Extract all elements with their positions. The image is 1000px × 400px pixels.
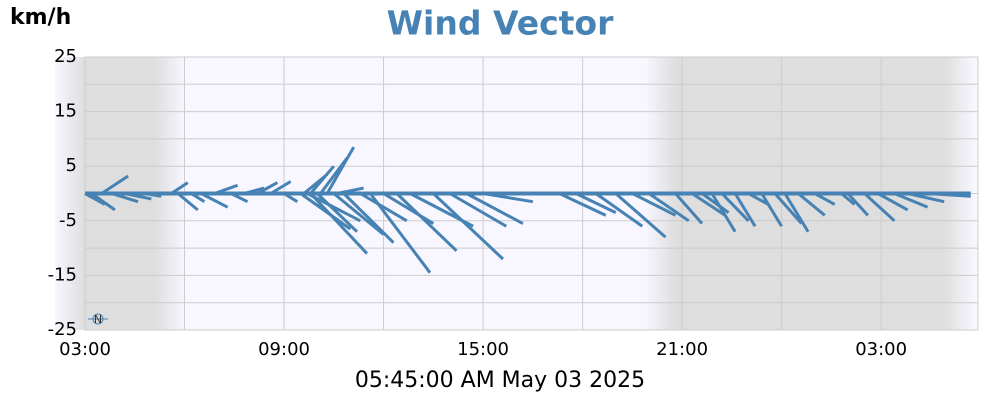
compass-label: N: [94, 313, 102, 326]
wind-vector: [90, 192, 116, 212]
wind-vector: [84, 192, 106, 206]
wind-vector: [733, 192, 757, 228]
wind-vector: [907, 192, 945, 204]
wind-vector: [465, 192, 524, 225]
wind-vector: [710, 192, 737, 233]
night-fade: [55, 57, 85, 330]
x-tick-label: 15:00: [457, 339, 509, 360]
wind-vector: [336, 186, 364, 195]
wind-vector: [316, 192, 359, 233]
wind-vector: [100, 174, 129, 195]
wind-vector: [631, 192, 677, 217]
y-tick-label: -5: [59, 210, 77, 231]
wind-vector: [614, 192, 667, 239]
wind-vector: [243, 186, 265, 195]
wind-vector: [760, 192, 783, 228]
wind-vector: [797, 192, 826, 217]
wind-vector: [190, 192, 206, 203]
wind-vector: [747, 192, 770, 206]
wind-vector: [783, 192, 810, 233]
x-tick-label: 03:00: [855, 339, 907, 360]
wind-vector: [674, 192, 704, 225]
y-tick-label: 25: [54, 46, 77, 67]
wind-vector: [309, 165, 335, 195]
wind-vector: [269, 180, 292, 195]
wind-vector: [594, 192, 644, 228]
x-tick-label: 03:00: [59, 339, 111, 360]
wind-vector: [359, 192, 408, 223]
y-tick-label: -15: [48, 264, 77, 285]
wind-vector: [701, 192, 730, 214]
wind-vector: [213, 183, 239, 195]
wind-vector: [395, 192, 458, 252]
wind-vector: [283, 192, 299, 203]
wind-vector: [144, 192, 162, 198]
wind-vector: [927, 192, 971, 198]
wind-vector: [863, 192, 896, 222]
wind-vector: [691, 192, 727, 217]
wind-vector: [773, 192, 803, 225]
wind-vector: [648, 192, 690, 223]
wind-vector: [309, 192, 369, 255]
wind-vector: [369, 192, 432, 274]
y-tick-label: 15: [54, 101, 77, 122]
wind-vector: [840, 192, 856, 206]
wind-vector: [893, 192, 929, 209]
wind-vector: [342, 192, 395, 244]
wind-vector: [124, 192, 152, 201]
wind-vector: [325, 146, 355, 195]
compass: N: [88, 313, 108, 326]
wind-vector: [720, 192, 750, 222]
wind-vector: [200, 192, 229, 209]
y-tick-label: -25: [48, 319, 77, 340]
wind-vector: [482, 192, 534, 204]
x-tick-label: 09:00: [258, 339, 310, 360]
wind-vector: [432, 192, 504, 261]
wind-vector: [846, 192, 869, 217]
wind-vector: [230, 192, 249, 204]
wind-vector: [558, 192, 607, 217]
wind-vector: [877, 192, 909, 212]
chart-title: Wind Vector: [387, 4, 614, 43]
x-tick-label: 21:00: [656, 339, 708, 360]
wind-vector: [111, 192, 139, 204]
wind-vector: [575, 192, 617, 214]
wind-vector: [176, 192, 199, 212]
wind-vector: [332, 192, 385, 236]
y-tick-label: 5: [66, 155, 77, 176]
wind-vector: [449, 192, 508, 228]
subtitle: 05:45:00 AM May 03 2025: [355, 368, 645, 393]
wind-vector: [170, 181, 189, 195]
wind-vector: [256, 181, 279, 195]
y-axis-label: km/h: [10, 5, 71, 30]
wind-vector: [814, 192, 836, 206]
